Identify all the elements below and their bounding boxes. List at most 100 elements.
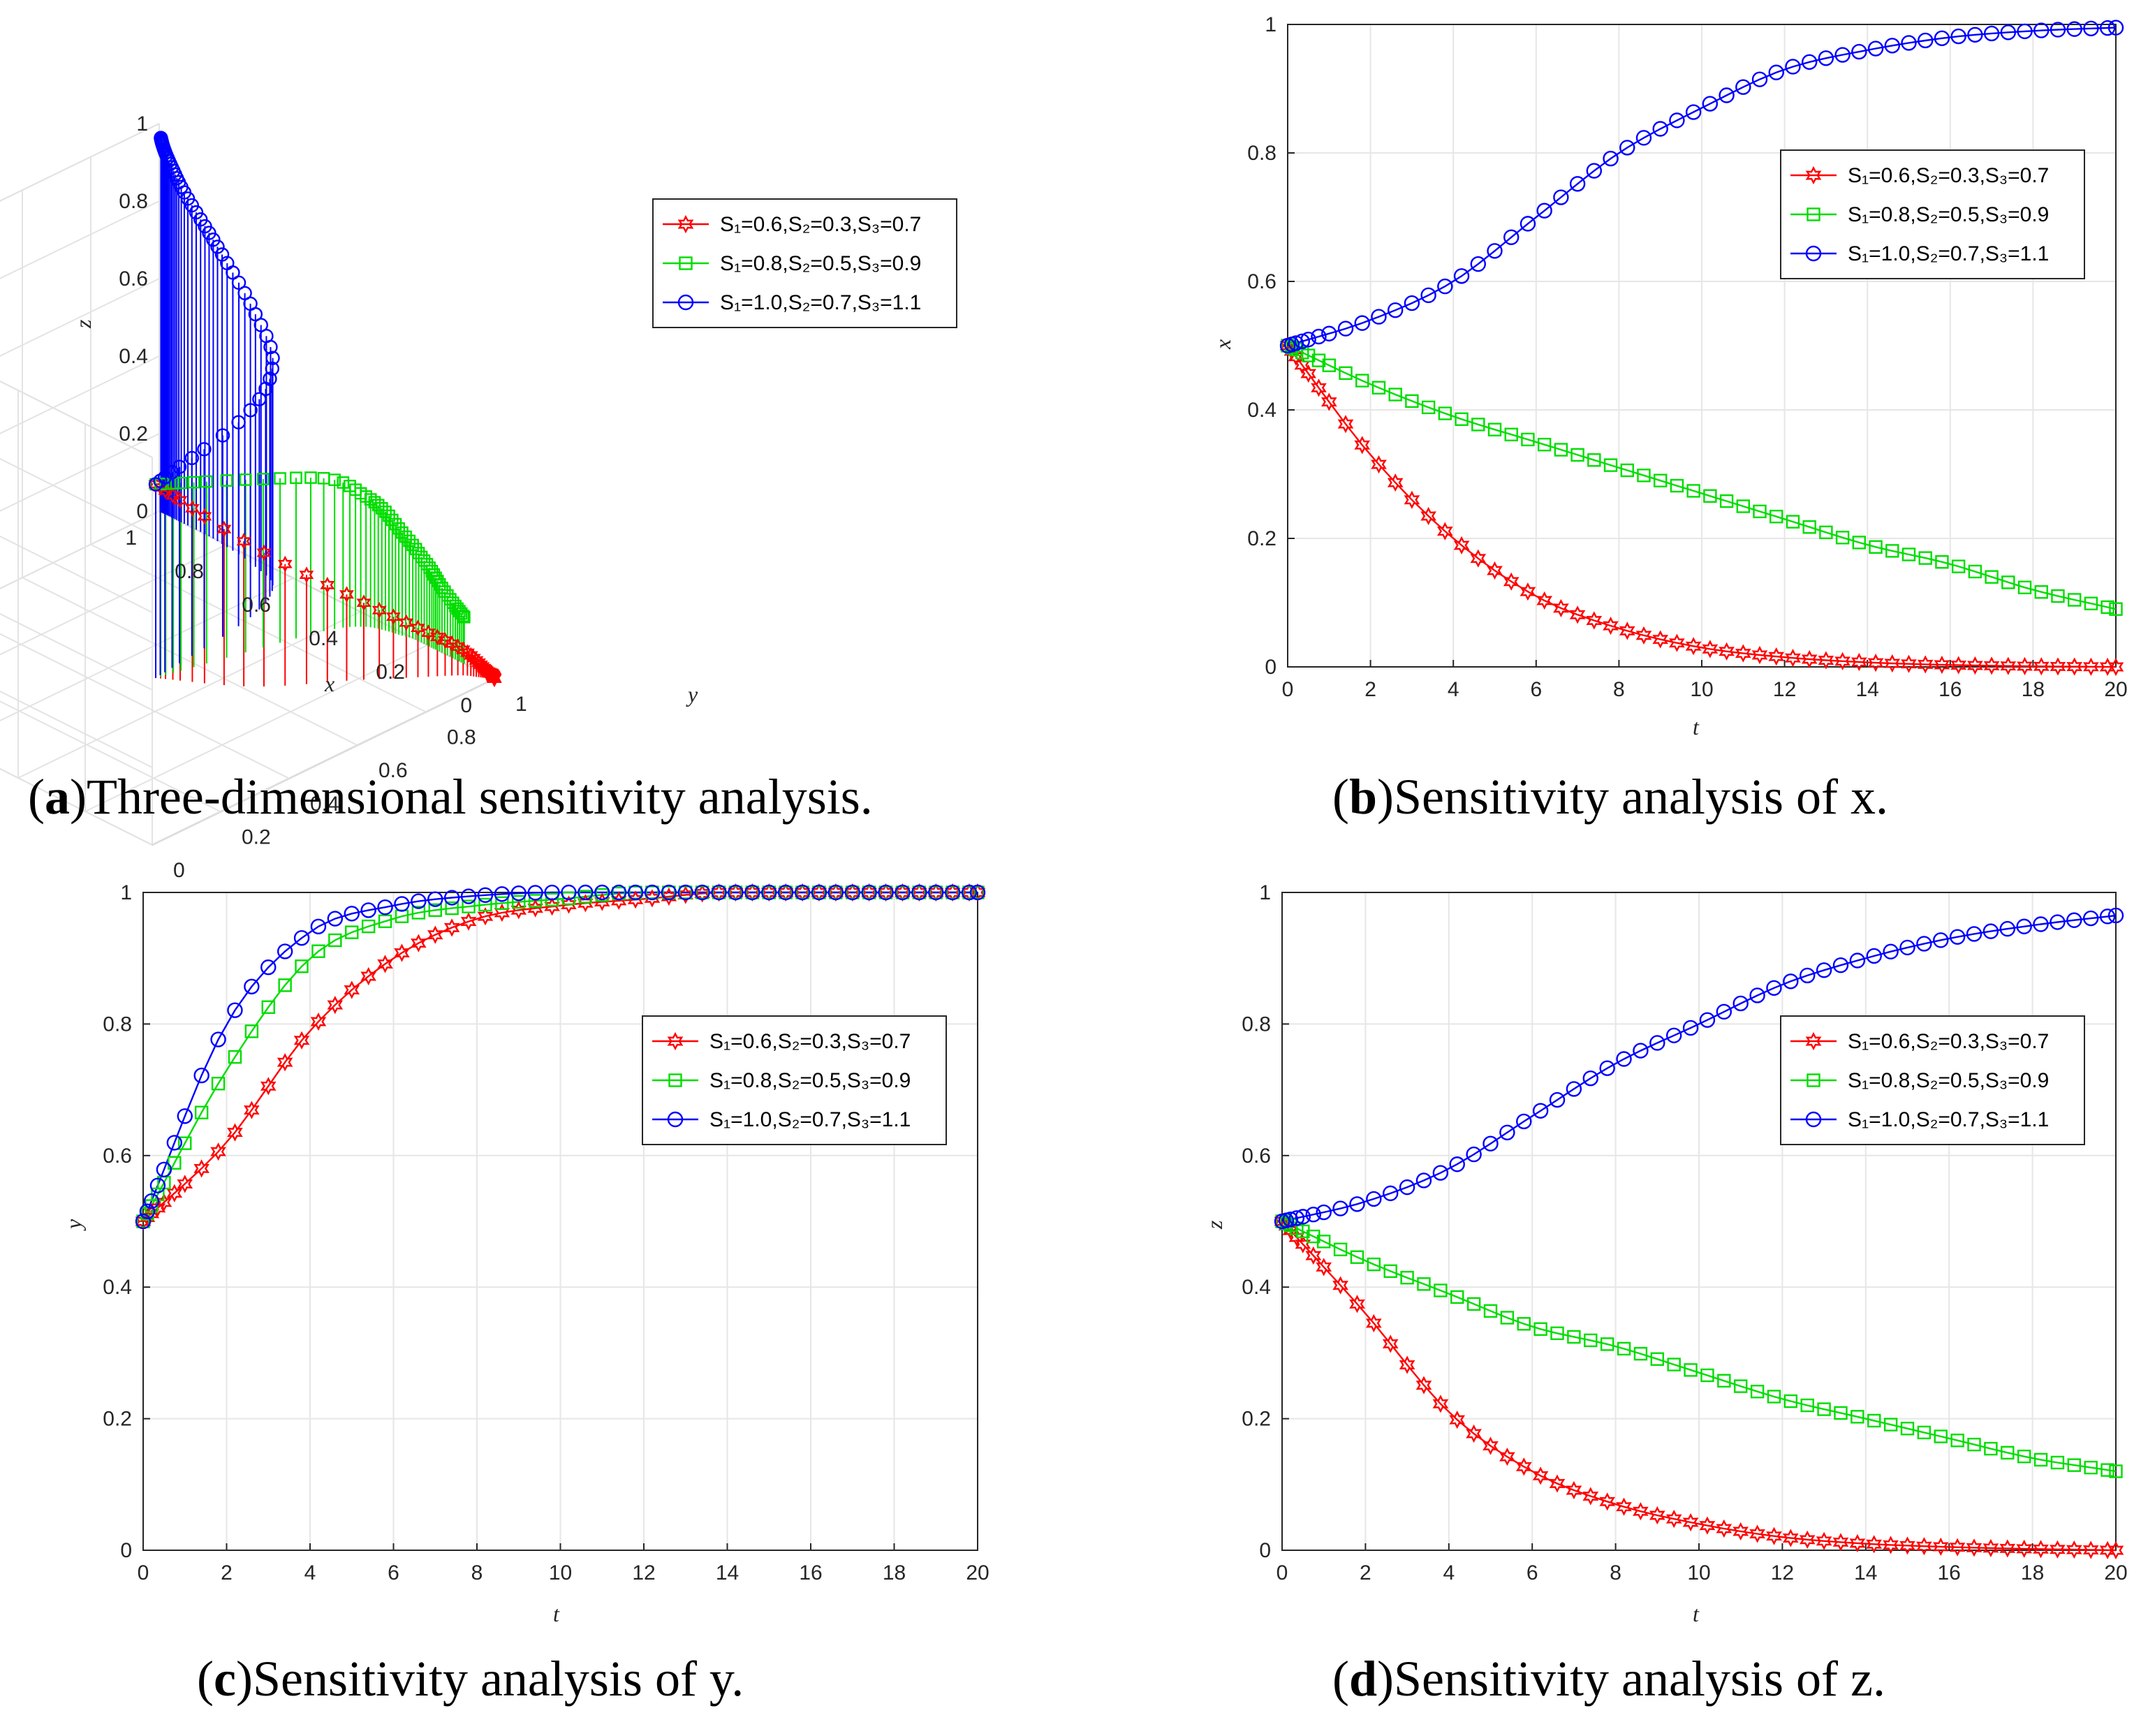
data-point [2099, 909, 2116, 925]
data-point [1453, 268, 1470, 284]
data-point [1503, 572, 1520, 591]
data-point [1619, 621, 1635, 640]
data-point [2066, 21, 2082, 37]
data-point [1438, 406, 1452, 420]
data-point [1633, 1502, 1649, 1521]
data-point [1982, 1538, 1999, 1557]
gridline [0, 355, 160, 434]
series-line-2 [1287, 344, 2117, 610]
data-point [1633, 1346, 1648, 1361]
data-point [1532, 1103, 1549, 1119]
data-point [477, 887, 494, 904]
data-point [2034, 585, 2048, 599]
data-point [1515, 1457, 1532, 1476]
gridline [0, 278, 160, 357]
z-tick-label: 0.8 [119, 190, 148, 213]
data-point [149, 1177, 166, 1193]
data-point [1617, 1341, 1631, 1356]
data-point [1984, 1441, 1998, 1456]
data-point [2050, 22, 2066, 38]
data-point [1586, 163, 1603, 179]
data-point [423, 561, 436, 574]
gridline [22, 577, 358, 746]
caption-b: (b)Sensitivity analysis of x. [1332, 769, 1888, 825]
data-point [427, 925, 443, 944]
data-point [1603, 458, 1618, 472]
data-point [1682, 1020, 1699, 1036]
legend: S₁=0.6,S₂=0.3,S₃=0.7 S₁=0.8,S₂=0.5,S₃=0.9… [642, 1015, 947, 1145]
data-point [827, 884, 844, 901]
data-point [1800, 967, 1816, 984]
data-point [1768, 64, 1784, 80]
data-point [1966, 926, 1982, 942]
data-point [1869, 540, 1883, 554]
data-point [220, 474, 233, 487]
data-point [2083, 657, 2099, 676]
data-point [1934, 655, 1950, 675]
data-point [2109, 1464, 2123, 1478]
data-point [1321, 325, 1337, 341]
data-point [1499, 1124, 1515, 1140]
data-point [1719, 494, 1734, 508]
data-point [1516, 1113, 1532, 1130]
caption-a: (a)Three-dimensional sensitivity analysi… [28, 769, 873, 825]
data-point [1702, 96, 1719, 112]
data-point [260, 959, 277, 976]
data-point [1918, 551, 1932, 565]
gridline [0, 578, 294, 722]
data-point [1866, 948, 1882, 964]
data-point [895, 885, 910, 899]
data-point [695, 885, 709, 899]
data-point [928, 884, 944, 901]
gridline [0, 380, 153, 458]
data-point [327, 995, 344, 1015]
data-point [1999, 920, 2015, 937]
data-point [1404, 295, 1420, 311]
data-point [193, 1159, 209, 1178]
data-point [2066, 1540, 2082, 1559]
data-point [277, 1053, 293, 1072]
x-tick-label: 4 [304, 1561, 316, 1584]
data-point [1536, 203, 1552, 219]
data-point [495, 896, 509, 911]
gridline [0, 612, 153, 691]
y-tick-label: 0.6 [1242, 1145, 1271, 1168]
x-tick-label: 14 [1856, 678, 1879, 701]
grid [1287, 24, 2117, 668]
data-point [829, 885, 843, 899]
data-point [304, 471, 317, 484]
y-tick-label: 0.8 [1242, 1013, 1271, 1036]
y-tick-label: 0.6 [103, 1145, 132, 1168]
data-point [477, 907, 494, 926]
data-point [1404, 490, 1420, 509]
data-point [2033, 657, 2050, 676]
gridline [0, 535, 153, 613]
data-point [2100, 1463, 2114, 1477]
legend-label: S₁=1.0,S₂=0.7,S₃=1.1 [720, 291, 921, 314]
data-point [1354, 315, 1370, 331]
data-point [385, 608, 401, 626]
data-point [197, 442, 212, 457]
data-point [1652, 630, 1669, 649]
data-point [1415, 1376, 1432, 1395]
data-point [165, 487, 180, 504]
data-point [969, 884, 986, 901]
data-point [1316, 1204, 1332, 1221]
data-point [2050, 1540, 2066, 1559]
data-point [2033, 22, 2050, 38]
markers [135, 883, 986, 1231]
tick-labels: 0 2 4 6 8 10 12 14 16 18 20 0 0.2 0.4 0.6 0.8 1 [103, 881, 989, 1584]
data-point [265, 361, 279, 376]
data-point [371, 601, 387, 619]
data-point [1816, 1531, 1832, 1550]
data-point [1635, 130, 1652, 146]
data-point [2084, 596, 2098, 610]
data-point [310, 918, 327, 935]
data-point [677, 884, 693, 901]
z-tick-label: 0.2 [119, 422, 148, 446]
caption-text: Sensitivity analysis of y. [253, 1651, 744, 1707]
series-line-3 [1287, 27, 2117, 347]
data-point [1900, 1422, 1915, 1436]
data-point [2050, 914, 2066, 930]
data-point [1550, 1326, 1564, 1340]
